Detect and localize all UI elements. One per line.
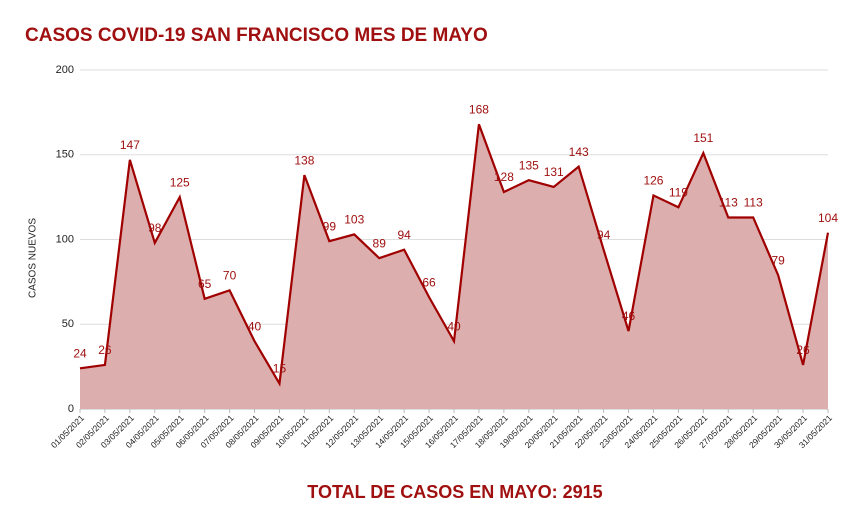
data-label: 98 [148,221,162,235]
data-label: 79 [771,253,785,267]
y-tick-label: 200 [56,64,74,76]
area [80,124,828,410]
data-label: 143 [569,145,589,159]
data-label: 66 [422,275,436,289]
data-label: 103 [344,213,364,227]
y-axis-label: CASOS NUEVOS [28,218,39,298]
data-label: 147 [120,138,140,152]
data-label: 26 [796,343,810,357]
data-label: 24 [73,346,87,360]
data-label: 119 [669,185,688,199]
footer-total: TOTAL DE CASOS EN MAYO: 2915 [307,482,602,502]
data-label: 104 [818,211,838,225]
data-label: 15 [273,362,287,376]
data-label: 94 [397,228,411,242]
data-label: 113 [719,196,738,210]
y-tick-label: 50 [62,318,74,330]
data-label: 89 [373,236,387,250]
y-tick-label: 150 [56,149,74,161]
y-tick-label: 100 [56,233,74,245]
data-label: 26 [98,343,112,357]
data-label: 94 [597,228,611,242]
data-label: 131 [544,165,564,179]
data-label: 151 [693,131,713,145]
data-label: 168 [469,102,489,116]
data-label: 128 [494,170,514,184]
data-label: 40 [248,319,262,333]
data-label: 70 [223,269,237,283]
data-label: 99 [323,219,337,233]
data-label: 138 [294,153,314,167]
data-label: 40 [447,319,461,333]
chart-title: CASOS COVID-19 SAN FRANCISCO MES DE MAYO [25,25,488,46]
data-label: 65 [198,277,212,291]
data-label: 135 [519,158,539,172]
y-tick-label: 0 [68,403,74,415]
data-label: 46 [622,309,636,323]
data-label: 125 [170,175,190,189]
data-label: 113 [744,196,763,210]
line [79,123,830,387]
data-label: 126 [643,174,663,188]
